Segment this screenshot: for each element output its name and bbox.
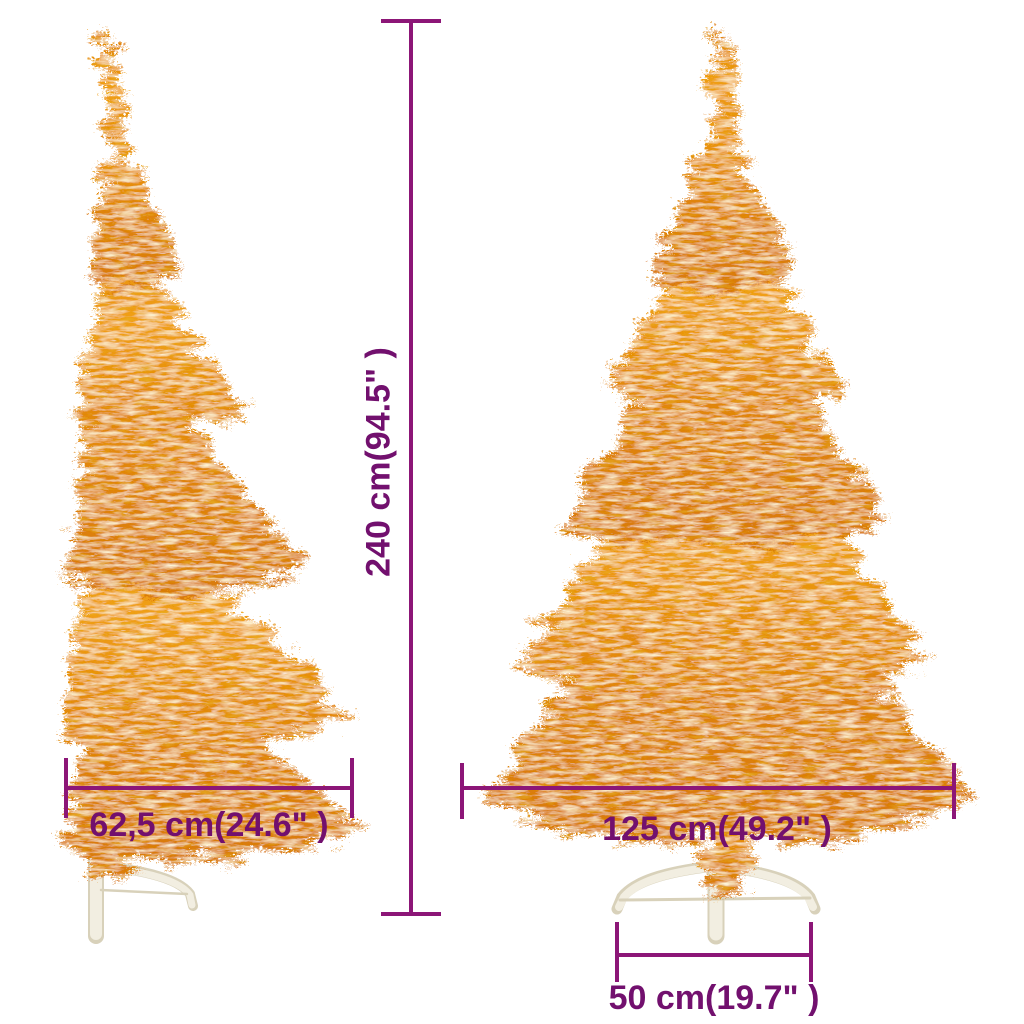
height-dimension-line: [409, 19, 413, 916]
right-tree-width-tick-right: [952, 763, 956, 819]
right-tree-width-line: [460, 786, 956, 790]
height-dimension-bottom-cap: [381, 912, 441, 916]
right-tree-width-tick-left: [460, 763, 464, 819]
stand-width-label: 50 cm(19.7" ): [608, 979, 820, 1017]
left-half-tree-image: [46, 20, 352, 862]
stand-width-line: [615, 953, 813, 957]
stand-width-tick-right: [809, 922, 813, 982]
left-tree-width-label: 62,5 cm(24.6" ): [89, 806, 329, 844]
height-dimension-label: 240 cm(94.5" ): [359, 347, 398, 577]
right-half-tree-image: [470, 20, 958, 880]
stand-width-tick-left: [615, 922, 619, 982]
left-tree-width-line: [64, 786, 354, 790]
right-tree-width-dimension: 125 cm(49.2" ): [460, 760, 956, 855]
stand-width-dimension: 50 cm(19.7" ): [609, 922, 819, 1022]
side-tree-stand: [88, 840, 198, 944]
left-tree-width-dimension: 62,5 cm(24.6" ): [64, 758, 354, 853]
right-tree-width-label: 125 cm(49.2" ): [602, 810, 832, 848]
